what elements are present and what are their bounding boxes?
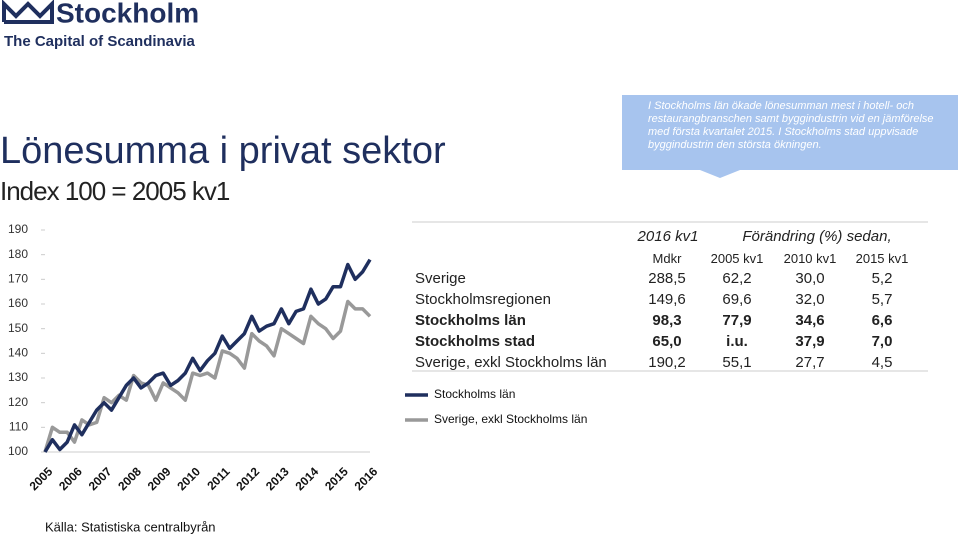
- table-cell: 37,9: [795, 333, 825, 350]
- table-cell: 6,6: [871, 312, 893, 329]
- table-cell: 77,9: [722, 312, 752, 329]
- x-tick-label: 2014: [292, 464, 321, 493]
- table-cell: 32,0: [795, 291, 825, 308]
- table-row-label: Sverige, exkl Stockholms län: [415, 354, 607, 371]
- table-row-label: Stockholmsregionen: [415, 291, 551, 308]
- x-tick-label: 2009: [145, 464, 174, 493]
- callout-text: I Stockholms län ökade lönesumman mest i…: [648, 100, 934, 151]
- table-subheader: 2005 kv1: [710, 251, 764, 266]
- x-tick-label: 2008: [115, 464, 144, 493]
- table-cell: 55,1: [722, 354, 752, 371]
- x-tick-label: 2013: [263, 464, 292, 493]
- table-cell: 7,0: [871, 333, 893, 350]
- y-tick-label: 190: [8, 222, 28, 236]
- table-cell: 69,6: [722, 291, 752, 308]
- series-line: [43, 258, 372, 453]
- legend-label: Stockholms län: [434, 387, 515, 401]
- y-tick-label: 100: [8, 444, 28, 458]
- logo-name: Stockholm: [56, 0, 199, 28]
- table-header: 2016 kv1: [637, 228, 699, 245]
- table-cell: 4,5: [871, 354, 893, 371]
- table-cell: 27,7: [795, 354, 825, 371]
- table-row-label: Stockholms län: [415, 312, 526, 329]
- x-tick-label: 2006: [56, 464, 85, 493]
- y-tick-label: 140: [8, 346, 28, 360]
- series-line: [43, 299, 372, 453]
- table-cell: 190,2: [648, 354, 686, 371]
- logo-tagline: The Capital of Scandinavia: [4, 33, 196, 50]
- x-tick-label: 2005: [27, 464, 56, 493]
- table-cell: 62,2: [722, 270, 752, 287]
- y-tick-label: 130: [8, 370, 28, 384]
- y-tick-label: 170: [8, 272, 28, 286]
- table-cell: 5,7: [871, 291, 893, 308]
- table-row-label: Stockholms stad: [415, 333, 536, 350]
- table-cell: 65,0: [652, 333, 682, 350]
- x-tick-label: 2012: [233, 464, 262, 493]
- y-tick-label: 120: [8, 395, 28, 409]
- table-cell: 30,0: [795, 270, 825, 287]
- callout-box: [622, 95, 958, 178]
- logo-crown: [2, 0, 54, 24]
- callout-wrap: I Stockholms län ökade lönesumman mest i…: [648, 100, 934, 151]
- x-tick-label: 2010: [174, 464, 203, 493]
- table-header: Förändring (%) sedan,: [742, 228, 892, 245]
- legend-label: Sverige, exkl Stockholms län: [434, 412, 587, 426]
- table-cell: 5,2: [871, 270, 893, 287]
- x-tick-label: 2007: [86, 464, 115, 493]
- table-cell: 98,3: [652, 312, 682, 329]
- x-tick-label: 2015: [322, 464, 351, 493]
- chart-title: Lönesumma i privat sektor: [0, 130, 446, 172]
- table-row-label: Sverige: [415, 270, 466, 287]
- table-cell: 149,6: [648, 291, 686, 308]
- table-subheader: 2015 kv1: [855, 251, 909, 266]
- y-tick-label: 150: [8, 321, 28, 335]
- y-tick-label: 180: [8, 247, 28, 261]
- table-cell: 34,6: [795, 312, 825, 329]
- table-cell: i.u.: [726, 333, 748, 350]
- source: Källa: Statistiska centralbyrån: [45, 519, 216, 534]
- table-cell: 288,5: [648, 270, 686, 287]
- table-subheader: Mdkr: [652, 251, 682, 266]
- table-subheader: 2010 kv1: [783, 251, 837, 266]
- y-tick-label: 160: [8, 296, 28, 310]
- x-tick-label: 2011: [204, 464, 233, 493]
- chart-subtitle: Index 100 = 2005 kv1: [0, 176, 230, 206]
- x-tick-label: 2016: [352, 464, 381, 493]
- y-tick-label: 110: [9, 420, 28, 434]
